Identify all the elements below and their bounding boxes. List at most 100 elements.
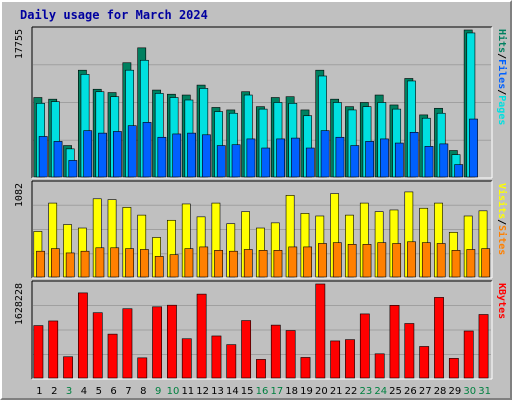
x-tick-label-day-15: 15 (241, 386, 254, 397)
bar-sites-day-14 (229, 250, 238, 278)
bar-sites-day-13 (214, 250, 223, 278)
bar-pages-day-28 (439, 143, 449, 178)
x-tick-label-day-30: 30 (463, 386, 476, 397)
bar-kbytes-day-20 (315, 283, 326, 379)
x-tick-label-day-6: 6 (110, 386, 116, 397)
x-tick-label-day-5: 5 (96, 386, 102, 397)
x-tick-label-day-7: 7 (125, 386, 131, 397)
bar-kbytes-day-14 (226, 344, 237, 379)
bar-kbytes-day-4 (77, 292, 88, 379)
y-tick-label-visits-sites: 1082 (14, 183, 25, 207)
bar-pages-day-13 (216, 145, 226, 178)
x-tick-label-day-29: 29 (449, 386, 462, 397)
bar-sites-day-23 (362, 244, 372, 278)
bar-kbytes-day-18 (285, 330, 296, 379)
right-label-visits-sites: Visits/Sites (496, 183, 508, 255)
bar-pages-day-20 (320, 130, 330, 178)
bar-pages-day-3 (68, 160, 78, 178)
x-tick-label-day-10: 10 (167, 386, 180, 397)
bar-kbytes-day-16 (256, 359, 266, 379)
x-tick-label-day-11: 11 (181, 386, 194, 397)
x-tick-label-day-16: 16 (256, 386, 269, 397)
bar-kbytes-day-19 (300, 357, 311, 379)
bar-pages-day-24 (380, 138, 389, 178)
x-tick-label-day-28: 28 (434, 386, 447, 397)
x-tick-label-day-20: 20 (315, 386, 328, 397)
bar-pages-day-19 (305, 147, 315, 178)
x-tick-label-day-23: 23 (360, 386, 373, 397)
bar-pages-day-27 (424, 146, 434, 178)
x-tick-label-day-24: 24 (374, 386, 387, 397)
bar-kbytes-day-7 (122, 308, 133, 379)
bar-pages-day-4 (83, 130, 93, 178)
x-tick-label-day-3: 3 (66, 386, 72, 397)
y-tick-label-kbytes: 1628228 (14, 283, 25, 325)
bar-kbytes-day-15 (241, 320, 252, 379)
bar-kbytes-day-10 (167, 304, 177, 379)
bar-kbytes-day-6 (107, 333, 118, 379)
right-label-kbytes: KBytes (496, 283, 507, 319)
x-tick-label-day-22: 22 (345, 386, 358, 397)
bar-pages-day-18 (291, 137, 300, 178)
x-tick-label-day-25: 25 (389, 386, 402, 397)
bar-sites-day-30 (466, 249, 476, 278)
bar-sites-day-21 (332, 242, 342, 278)
bar-kbytes-day-31 (478, 314, 489, 379)
bar-pages-day-9 (157, 136, 167, 178)
y-tick-label-hits-files-pages: 17755 (14, 29, 25, 59)
bar-sites-day-22 (347, 244, 357, 278)
bar-pages-day-5 (98, 132, 107, 178)
bar-pages-day-23 (365, 141, 375, 178)
x-tick-label-day-12: 12 (196, 386, 209, 397)
bar-pages-day-26 (409, 131, 419, 178)
bar-sites-day-11 (184, 248, 194, 278)
bar-sites-day-15 (243, 249, 253, 278)
bar-kbytes-day-2 (48, 320, 59, 379)
bar-pages-day-1 (38, 136, 48, 178)
bar-kbytes-day-26 (404, 323, 415, 379)
bar-kbytes-day-1 (33, 325, 44, 379)
bar-sites-day-25 (392, 243, 402, 278)
bar-sites-day-5 (95, 247, 105, 278)
x-tick-label-day-18: 18 (285, 386, 298, 397)
bar-pages-day-30 (469, 118, 478, 178)
bar-kbytes-day-8 (137, 357, 148, 379)
x-tick-label-day-2: 2 (51, 386, 57, 397)
chart-title: Daily usage for March 2024 (20, 8, 208, 22)
x-tick-label-day-1: 1 (36, 386, 42, 397)
bar-kbytes-day-28 (434, 297, 444, 379)
x-tick-label-day-19: 19 (300, 386, 313, 397)
bar-pages-day-17 (276, 138, 286, 178)
x-tick-label-day-17: 17 (270, 386, 283, 397)
x-tick-label-day-21: 21 (330, 386, 343, 397)
bar-sites-day-17 (273, 250, 283, 278)
bar-kbytes-day-11 (181, 338, 192, 379)
bar-sites-day-3 (65, 252, 75, 278)
bar-pages-day-16 (261, 147, 271, 178)
bar-sites-day-9 (154, 256, 164, 278)
bar-kbytes-day-5 (92, 312, 103, 379)
bar-sites-day-10 (169, 254, 179, 278)
x-tick-label-day-14: 14 (226, 386, 239, 397)
bar-pages-day-8 (142, 122, 152, 178)
x-tick-label-day-31: 31 (478, 386, 491, 397)
bar-kbytes-day-9 (152, 306, 162, 379)
bar-kbytes-day-23 (359, 313, 370, 379)
bar-pages-day-6 (113, 131, 122, 178)
bar-sites-day-27 (421, 242, 431, 278)
bar-sites-day-26 (407, 241, 416, 278)
x-tick-label-day-26: 26 (404, 386, 417, 397)
x-tick-label-day-13: 13 (211, 386, 224, 397)
bar-kbytes-day-27 (419, 346, 430, 379)
bar-pages-day-25 (394, 142, 404, 178)
bar-kbytes-day-3 (63, 356, 73, 379)
bar-kbytes-day-24 (374, 353, 385, 379)
bar-pages-day-12 (202, 134, 211, 178)
bar-sites-day-2 (50, 248, 60, 278)
bar-sites-day-16 (258, 250, 268, 278)
bar-kbytes-day-17 (270, 324, 281, 379)
bar-sites-day-31 (481, 248, 491, 278)
bar-pages-day-29 (454, 164, 464, 178)
bar-pages-day-2 (53, 141, 63, 178)
